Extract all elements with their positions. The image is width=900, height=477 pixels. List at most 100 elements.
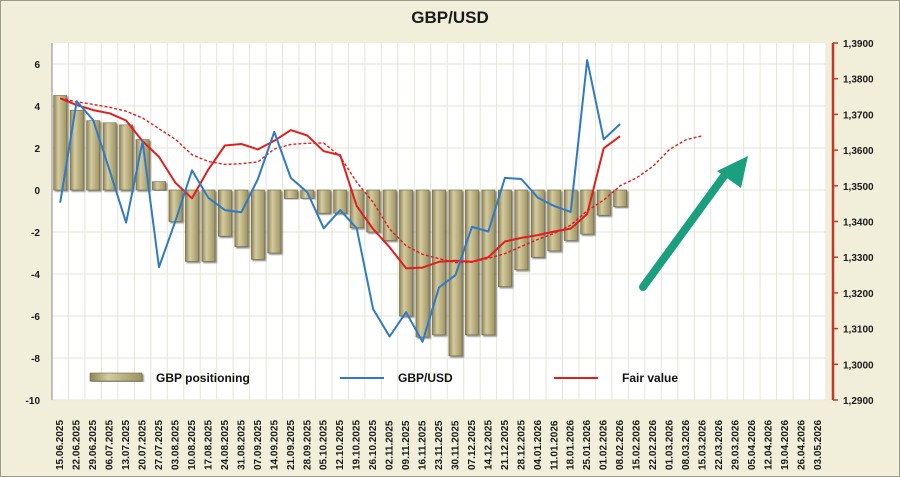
x-tick-label: 16.11.2025 bbox=[418, 420, 429, 470]
right-tick-label: 1,3300 bbox=[843, 253, 874, 264]
x-tick-label: 15.02.2026 bbox=[632, 420, 643, 470]
positioning-bar bbox=[316, 189, 331, 214]
right-tick-label: 1,3800 bbox=[843, 75, 874, 86]
x-tick-label: 20.07.2025 bbox=[138, 420, 149, 470]
left-tick-label: -4 bbox=[31, 270, 40, 281]
positioning-bar bbox=[366, 189, 381, 233]
x-tick-label: 01.02.2026 bbox=[599, 420, 610, 470]
positioning-bar bbox=[530, 189, 545, 258]
positioning-bar bbox=[563, 189, 578, 241]
x-tick-label: 06.07.2025 bbox=[105, 420, 116, 470]
x-tick-label: 26.10.2025 bbox=[368, 420, 379, 470]
right-tick-label: 1,2900 bbox=[843, 396, 874, 407]
positioning-bar bbox=[267, 189, 282, 254]
trend-arrow-head bbox=[717, 156, 748, 188]
positioning-bar bbox=[415, 189, 430, 338]
x-tick-label: 08.02.2026 bbox=[615, 420, 626, 470]
x-tick-label: 05.04.2026 bbox=[747, 420, 758, 470]
x-tick-label: 07.09.2025 bbox=[253, 420, 264, 470]
x-tick-label: 19.04.2026 bbox=[780, 420, 791, 470]
right-tick-label: 1,3200 bbox=[843, 289, 874, 300]
positioning-bar bbox=[399, 189, 413, 317]
x-tick-label: 19.10.2025 bbox=[352, 420, 363, 470]
positioning-bar bbox=[152, 181, 166, 191]
x-tick-label: 22.03.2026 bbox=[714, 420, 725, 470]
x-tick-label: 12.10.2025 bbox=[335, 420, 346, 470]
left-tick-label: 0 bbox=[34, 186, 40, 197]
x-tick-label: 25.01.2026 bbox=[582, 420, 593, 470]
x-axis: 15.06.2025 22.06.2025 29.06.2025 06.07.2025… bbox=[55, 420, 824, 470]
positioning-bar bbox=[69, 109, 84, 191]
positioning-bar bbox=[497, 189, 512, 287]
x-tick-label: 22.02.2026 bbox=[648, 420, 659, 470]
left-tick-label: -2 bbox=[31, 228, 40, 239]
positioning-bar bbox=[283, 189, 298, 199]
left-tick-label: 6 bbox=[34, 60, 40, 71]
x-tick-label: 29.06.2025 bbox=[88, 420, 99, 470]
legend-label-fair-value: Fair value bbox=[622, 371, 678, 385]
x-tick-label: 21.09.2025 bbox=[286, 420, 297, 470]
x-tick-label: 08.03.2026 bbox=[681, 420, 692, 470]
positioning-bar bbox=[218, 189, 232, 237]
trend-arrow bbox=[639, 156, 748, 291]
positioning-bar bbox=[53, 95, 68, 191]
x-tick-label: 03.08.2025 bbox=[171, 420, 182, 470]
x-tick-label: 02.11.2025 bbox=[385, 420, 396, 470]
left-axis: 6 4 2 0 -2 -4 -6 -8 -10 bbox=[26, 43, 53, 407]
x-tick-label: 04.01.2026 bbox=[533, 420, 544, 470]
x-tick-label: 26.04.2026 bbox=[796, 420, 807, 470]
x-tick-label: 29.03.2026 bbox=[730, 420, 741, 470]
x-tick-label: 12.04.2026 bbox=[763, 420, 774, 470]
fair-value-line bbox=[59, 97, 621, 270]
x-tick-label: 01.03.2026 bbox=[665, 420, 676, 470]
x-tick-label: 31.08.2025 bbox=[236, 420, 247, 470]
right-tick-label: 1,3900 bbox=[843, 39, 874, 50]
legend: GBP positioning GBP/USD Fair value bbox=[89, 371, 678, 385]
right-tick-label: 1,3000 bbox=[843, 360, 874, 371]
x-tick-label: 14.09.2025 bbox=[269, 420, 280, 470]
left-tick-label: -10 bbox=[26, 396, 41, 407]
x-tick-label: 15.06.2025 bbox=[55, 420, 66, 470]
x-tick-label: 30.11.2025 bbox=[450, 420, 461, 470]
right-tick-label: 1,3600 bbox=[843, 146, 874, 157]
x-tick-label: 09.11.2025 bbox=[401, 420, 412, 470]
x-tick-label: 21.12.2025 bbox=[500, 420, 511, 470]
left-tick-label: -8 bbox=[31, 354, 40, 365]
x-tick-label: 28.12.2025 bbox=[516, 420, 527, 470]
positioning-bar bbox=[514, 189, 529, 271]
x-tick-label: 10.08.2025 bbox=[187, 420, 198, 470]
legend-label-positioning: GBP positioning bbox=[156, 371, 250, 385]
x-tick-label: 15.03.2026 bbox=[697, 420, 708, 470]
x-tick-label: 27.07.2025 bbox=[154, 420, 165, 470]
legend-label-gbpusd: GBP/USD bbox=[398, 371, 453, 385]
positioning-bar bbox=[382, 189, 397, 241]
x-tick-label: 18.01.2026 bbox=[566, 420, 577, 470]
x-tick-label: 17.08.2025 bbox=[203, 420, 214, 470]
positioning-bar bbox=[119, 124, 133, 191]
left-tick-label: 2 bbox=[34, 144, 40, 155]
gbpusd-line bbox=[59, 59, 621, 343]
positioning-bar bbox=[481, 189, 496, 336]
x-tick-label: 24.08.2025 bbox=[220, 420, 231, 470]
positioning-bar bbox=[596, 189, 611, 216]
trend-arrow-shaft bbox=[639, 172, 728, 291]
positioning-bar bbox=[547, 189, 562, 252]
x-tick-label: 13.07.2025 bbox=[121, 420, 132, 470]
positioning-bar bbox=[201, 189, 216, 262]
positioning-bar bbox=[185, 189, 199, 262]
x-tick-label: 03.05.2026 bbox=[813, 420, 824, 470]
legend-swatch-positioning bbox=[89, 372, 143, 382]
positioning-bar bbox=[250, 189, 265, 260]
x-tick-label: 14.12.2025 bbox=[483, 420, 494, 470]
positioning-bars bbox=[53, 95, 628, 357]
chart-title: GBP/USD bbox=[411, 8, 489, 27]
right-tick-label: 1,3500 bbox=[843, 182, 874, 193]
left-tick-label: 4 bbox=[34, 102, 40, 113]
right-tick-label: 1,3400 bbox=[843, 218, 874, 229]
x-tick-label: 07.12.2025 bbox=[467, 420, 478, 470]
x-tick-label: 23.11.2025 bbox=[434, 420, 445, 470]
positioning-bar bbox=[333, 189, 348, 214]
right-tick-label: 1,3700 bbox=[843, 110, 874, 121]
x-tick-label: 28.09.2025 bbox=[302, 420, 313, 470]
